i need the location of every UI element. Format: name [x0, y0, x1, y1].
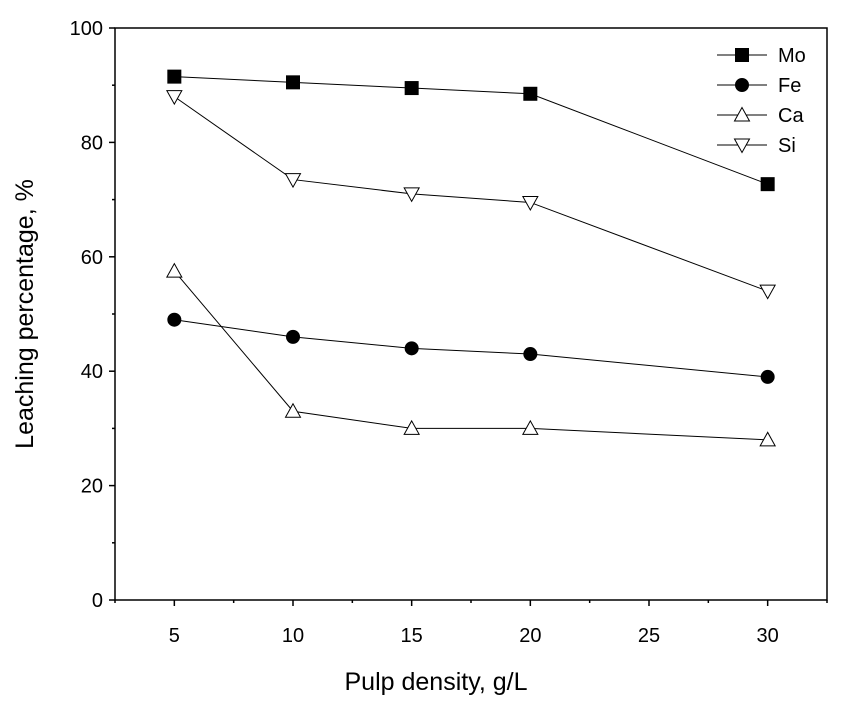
legend-label: Ca — [778, 105, 804, 127]
series-line-mo — [174, 76, 768, 185]
data-point-si — [165, 90, 183, 106]
data-point-mo — [523, 86, 538, 101]
y-tick-label: 80 — [81, 132, 103, 154]
data-point-ca — [165, 262, 183, 278]
series-layer — [165, 69, 777, 447]
legend-label: Si — [778, 135, 796, 157]
series-si — [165, 90, 777, 300]
data-point-mo — [286, 75, 300, 90]
data-point-fe — [404, 341, 419, 356]
legend-label: Mo — [778, 45, 806, 67]
series-ca — [165, 262, 777, 447]
legend-item-fe: Fe — [717, 75, 801, 97]
data-point-mo — [760, 177, 775, 192]
legend-item-mo: Mo — [717, 45, 806, 67]
data-point-fe — [167, 312, 182, 327]
y-axis-title: Leaching percentage, % — [11, 179, 39, 449]
y-tick-label: 60 — [81, 247, 103, 269]
data-point-ca — [284, 402, 302, 418]
series-line-fe — [174, 319, 768, 378]
data-point-si — [521, 195, 539, 211]
data-point-si — [759, 284, 777, 300]
y-tick-label: 20 — [81, 476, 103, 498]
data-point-si — [284, 173, 302, 189]
x-tick-label: 30 — [757, 625, 779, 647]
y-tick-label: 0 — [92, 590, 103, 612]
y-tick-label: 40 — [81, 361, 103, 383]
data-point-ca — [403, 419, 421, 435]
y-tick-label: 100 — [70, 18, 103, 40]
legend: Mo Fe Ca Si — [717, 45, 806, 157]
y-axis: 0 20 40 60 80 100 — [70, 18, 115, 612]
legend-marker — [733, 106, 751, 122]
data-point-ca — [521, 419, 539, 435]
legend-item-si: Si — [717, 135, 796, 157]
legend-marker — [735, 78, 749, 92]
series-fe — [167, 312, 775, 384]
data-point-fe — [760, 369, 775, 384]
x-tick-label: 5 — [169, 625, 180, 647]
legend-marker — [735, 48, 749, 62]
x-tick-label: 20 — [519, 625, 541, 647]
data-point-si — [403, 187, 421, 203]
x-axis: 5 10 15 20 25 30 — [114, 600, 828, 647]
series-line-si — [174, 96, 768, 292]
series-line-ca — [173, 270, 768, 441]
plot-frame — [114, 27, 828, 601]
legend-marker — [733, 138, 751, 154]
x-tick-label: 15 — [401, 625, 423, 647]
data-point-mo — [404, 81, 419, 96]
data-point-mo — [167, 69, 182, 84]
legend-item-ca: Ca — [717, 105, 804, 127]
data-point-ca — [759, 431, 777, 447]
series-mo — [167, 69, 775, 192]
legend-label: Fe — [778, 75, 801, 97]
x-tick-label: 25 — [638, 625, 660, 647]
x-axis-title: Pulp density, g/L — [345, 668, 528, 696]
data-point-fe — [523, 347, 538, 362]
x-tick-label: 10 — [282, 625, 304, 647]
data-point-fe — [286, 329, 300, 344]
